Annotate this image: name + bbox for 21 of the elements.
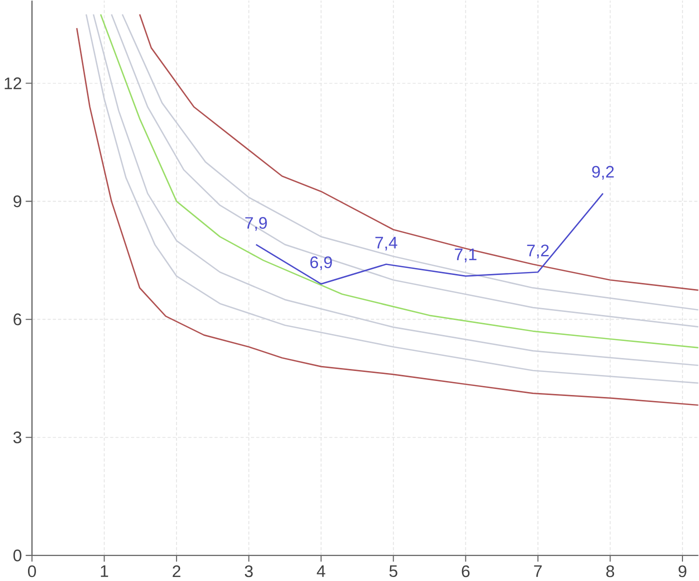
y-tick-label: 12 bbox=[4, 78, 22, 90]
data-label: 7,9 bbox=[245, 217, 267, 231]
x-tick-label: 7 bbox=[534, 566, 542, 578]
data-label: 7,2 bbox=[527, 244, 549, 259]
x-tick-label: 3 bbox=[244, 566, 253, 578]
data-label: 9,2 bbox=[592, 166, 614, 180]
y-tick-label: 9 bbox=[14, 196, 22, 208]
x-tick-label: 4 bbox=[316, 566, 326, 578]
y-tick-label: 6 bbox=[14, 314, 22, 326]
x-tick-label: 6 bbox=[462, 566, 470, 578]
x-tick-label: 5 bbox=[389, 566, 398, 578]
y-tick-label: 3 bbox=[13, 432, 22, 444]
x-tick-label: 9 bbox=[678, 566, 686, 578]
x-tick-label: 0 bbox=[28, 566, 36, 578]
x-tick-label: 1 bbox=[100, 566, 108, 578]
y-tick-label: 0 bbox=[13, 550, 22, 562]
x-tick-label: 2 bbox=[172, 566, 180, 578]
data-label: 7,1 bbox=[454, 248, 476, 262]
data-label: 7,4 bbox=[375, 237, 398, 251]
data-label: 6,9 bbox=[310, 256, 332, 270]
x-tick-label: 8 bbox=[606, 566, 614, 578]
